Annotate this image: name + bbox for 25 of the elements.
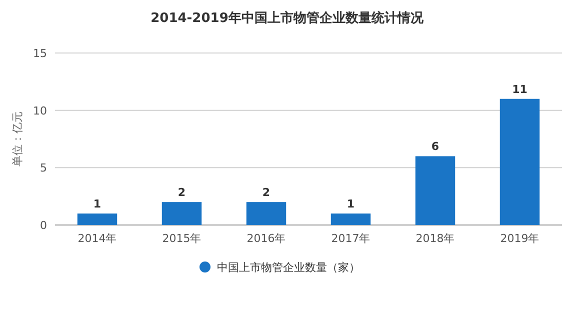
data-label: 11: [512, 82, 528, 96]
x-tick-label: 2014年: [78, 232, 117, 245]
y-tick-label: 5: [40, 162, 47, 175]
bar: [246, 202, 286, 225]
y-tick-label: 0: [40, 219, 47, 232]
x-tick-label: 2015年: [162, 232, 202, 245]
data-label: 1: [93, 198, 102, 211]
data-label: 6: [431, 140, 440, 154]
y-tick-label: 15: [33, 47, 47, 60]
chart-title: 2014-2019年中国上市物管企业数量统计情况: [150, 10, 424, 26]
x-tick-label: 2018年: [416, 232, 455, 245]
y-tick-label: 10: [33, 104, 47, 118]
legend-label: 中国上市物管企业数量（家）: [217, 261, 360, 274]
bar: [415, 156, 456, 225]
data-label: 2: [262, 186, 270, 200]
x-tick-label: 2019年: [500, 232, 540, 245]
y-axis-title: 单位：亿元: [11, 112, 24, 166]
data-label: 1: [346, 198, 355, 211]
x-tick-label: 2016年: [246, 232, 286, 245]
x-tick-label: 2017年: [331, 232, 370, 245]
bar: [162, 202, 202, 225]
data-label: 2: [178, 186, 186, 200]
bar: [330, 214, 371, 225]
bar: [500, 98, 540, 225]
bar: [77, 214, 118, 225]
